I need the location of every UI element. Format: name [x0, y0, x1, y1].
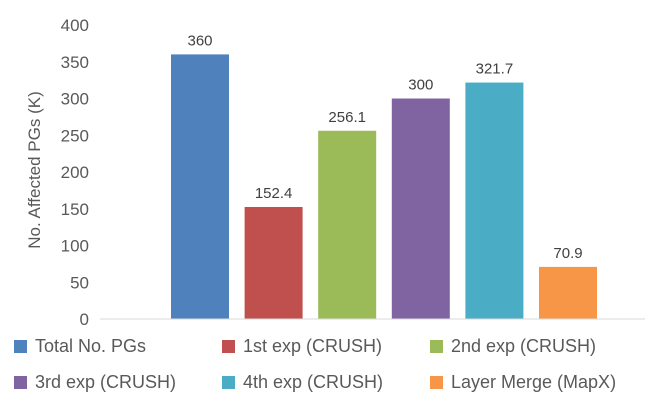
- y-tick-label: 100: [61, 237, 89, 256]
- legend-label: 3rd exp (CRUSH): [35, 371, 177, 392]
- legend-label: Layer Merge (MapX): [451, 371, 617, 392]
- legend-item: Layer Merge (MapX): [430, 370, 664, 394]
- legend-item: 1st exp (CRUSH): [222, 334, 430, 358]
- legend-item: 4th exp (CRUSH): [222, 370, 430, 394]
- legend-label: Total No. PGs: [35, 335, 147, 356]
- y-tick-label: 50: [70, 273, 89, 292]
- legend-swatch: [222, 375, 235, 389]
- legend-swatch: [222, 339, 235, 353]
- legend-label: 1st exp (CRUSH): [243, 335, 383, 356]
- bar-value-label: 321.7: [476, 61, 514, 78]
- legend-item: Total No. PGs: [14, 334, 222, 358]
- bar-6: [539, 266, 597, 319]
- legend-label: 4th exp (CRUSH): [243, 371, 384, 392]
- y-tick-label: 400: [61, 16, 89, 35]
- bar-value-label: 256.1: [328, 109, 366, 126]
- bar-3: [318, 130, 377, 319]
- legend-swatch: [14, 375, 27, 389]
- bar-5: [465, 82, 524, 319]
- y-tick-label: 300: [61, 90, 89, 109]
- legend-swatch: [430, 375, 443, 389]
- legend-swatch: [430, 339, 443, 353]
- bar-value-label: 70.9: [553, 245, 582, 262]
- legend-item: 2nd exp (CRUSH): [430, 334, 664, 358]
- bar-1: [171, 54, 229, 320]
- y-tick-label: 0: [80, 310, 89, 329]
- legend-swatch: [14, 339, 27, 353]
- y-tick-label: 200: [61, 163, 89, 182]
- bar-chart: No. Affected PGs (K) 0 50 100 150 200 250 300 3…: [25, 16, 645, 329]
- legend-item: 3rd exp (CRUSH): [14, 370, 222, 394]
- legend: Total No. PGs 1st exp (CRUSH) 2nd exp (CRU…: [14, 334, 664, 394]
- bar-value-label: 152.4: [255, 185, 293, 202]
- bar-2: [244, 206, 303, 319]
- y-tick-label: 150: [61, 200, 89, 219]
- y-axis-title: No. Affected PGs (K): [25, 91, 44, 248]
- bar-value-label: 300: [408, 77, 433, 94]
- bar-4: [391, 98, 450, 319]
- y-tick-label: 350: [61, 53, 89, 72]
- y-tick-label: 250: [61, 126, 89, 145]
- bar-value-label: 360: [187, 32, 212, 49]
- legend-label: 2nd exp (CRUSH): [451, 335, 597, 356]
